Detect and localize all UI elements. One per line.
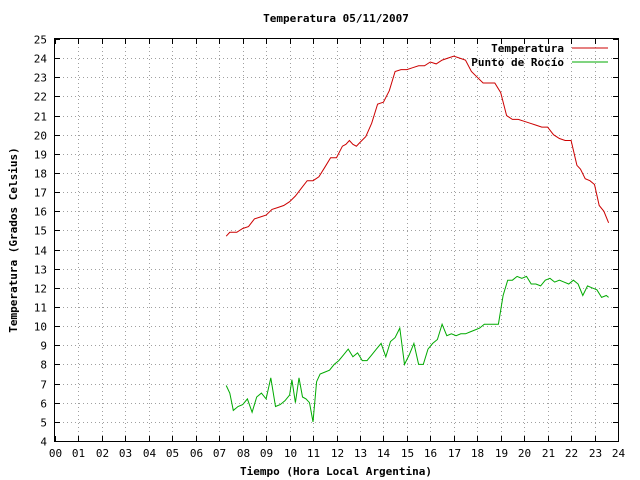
legend: Temperatura Punto de Rocío: [471, 42, 608, 69]
y-tick-label: 7: [40, 379, 47, 392]
y-tick-label: 9: [40, 340, 47, 353]
legend-label-punto-de-rocio: Punto de Rocío: [471, 56, 564, 69]
x-tick-label: 15: [401, 447, 414, 460]
y-tick-label: 22: [34, 91, 47, 104]
y-tick-label: 12: [34, 283, 47, 296]
y-tick-label: 23: [34, 72, 47, 85]
x-tick-label: 08: [237, 447, 250, 460]
x-tick-label: 18: [471, 447, 484, 460]
x-tick-label: 07: [213, 447, 226, 460]
series-line-temperatura: [225, 55, 610, 237]
y-axis-label: Temperatura (Grados Celsius): [7, 147, 20, 332]
x-tick-label: 22: [565, 447, 578, 460]
x-tick-label: 05: [166, 447, 179, 460]
x-tick-label: 14: [377, 447, 391, 460]
x-tick-label: 09: [260, 447, 273, 460]
plot-frame: [54, 38, 619, 442]
y-tick-label: 18: [34, 168, 47, 181]
y-tick-label: 13: [34, 264, 47, 277]
x-tick-label: 04: [143, 447, 157, 460]
y-tick-label: 6: [40, 398, 47, 411]
y-tick-label: 21: [34, 111, 47, 124]
x-tick-label: 21: [542, 447, 555, 460]
x-tick-label: 03: [119, 447, 132, 460]
y-tick-label: 5: [40, 417, 47, 430]
x-tick-label: 10: [284, 447, 297, 460]
chart-title: Temperatura 05/11/2007: [263, 12, 409, 25]
y-tick-label: 4: [40, 436, 47, 449]
data-series: [225, 55, 610, 422]
x-tick-label: 20: [518, 447, 531, 460]
x-tick-label: 16: [424, 447, 437, 460]
x-tick-label: 13: [354, 447, 367, 460]
y-tick-label: 20: [34, 130, 47, 143]
x-tick-label: 19: [495, 447, 508, 460]
x-tick-label: 02: [96, 447, 109, 460]
y-tick-label: 19: [34, 149, 47, 162]
x-tick-label: 23: [589, 447, 602, 460]
x-tick-label: 12: [331, 447, 344, 460]
x-tick-label: 06: [190, 447, 203, 460]
y-tick-label: 25: [34, 34, 47, 47]
x-tick-label: 00: [49, 447, 62, 460]
y-tick-label: 11: [34, 302, 47, 315]
y-tick-label: 8: [40, 359, 47, 372]
x-axis-label: Tiempo (Hora Local Argentina): [240, 465, 432, 478]
x-tick-label: 17: [448, 447, 461, 460]
y-tick-label: 14: [34, 245, 48, 258]
x-tick-label: 11: [307, 447, 320, 460]
grid-lines: [55, 39, 618, 441]
y-tick-label: 10: [34, 321, 47, 334]
axis-ticks: 00 01 02 03 04 05 06 07 08 09 10 11 12 13 14 15 16 17 18 19…: [34, 34, 626, 461]
y-tick-label: 15: [34, 225, 47, 238]
y-tick-label: 17: [34, 187, 47, 200]
y-tick-label: 24: [34, 53, 48, 66]
x-tick-label: 01: [72, 447, 85, 460]
x-tick-label: 24: [612, 447, 626, 460]
series-line-punto-de-rocio: [225, 275, 609, 422]
y-tick-label: 16: [34, 206, 47, 219]
legend-label-temperatura: Temperatura: [491, 42, 564, 55]
